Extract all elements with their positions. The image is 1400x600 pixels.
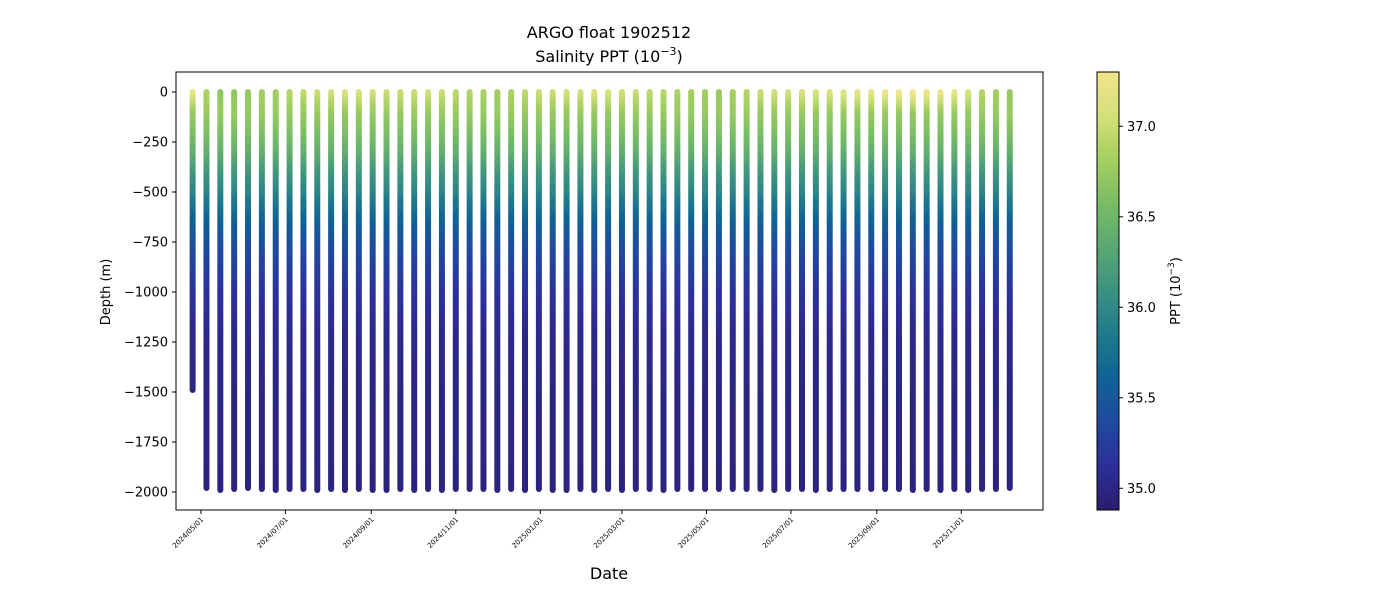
profile-top-point xyxy=(452,89,459,95)
profile-2024-09-22 xyxy=(397,89,404,492)
profile-2024-10-02 xyxy=(411,89,418,493)
chart-subtitle-exponent: −3 xyxy=(660,45,676,58)
profile-top-point xyxy=(258,89,265,95)
profile-2024-12-21 xyxy=(522,89,529,493)
profile-bottom-point xyxy=(369,487,376,493)
profile-top-point xyxy=(466,89,473,95)
profile-bottom-point xyxy=(425,486,432,492)
profile-bottom-point xyxy=(452,486,459,492)
profile-top-point xyxy=(425,89,432,95)
profile-bottom-point xyxy=(286,486,293,492)
profile-2024-07-04 xyxy=(286,89,293,492)
chart-subtitle-prefix: Salinity PPT (10 xyxy=(535,47,660,66)
profile-bottom-point xyxy=(411,487,418,493)
profile-2024-05-25 xyxy=(231,89,238,492)
profile-bottom-point xyxy=(217,487,224,493)
profile-top-point xyxy=(314,89,321,95)
profile-bottom-point xyxy=(508,486,515,492)
profile-top-point xyxy=(286,89,293,95)
chart-title: ARGO float 1902512 xyxy=(527,23,691,42)
profile-top-point xyxy=(341,89,348,95)
profile-bottom-point xyxy=(245,485,252,491)
profile-top-point xyxy=(300,89,307,95)
profile-top-point xyxy=(203,89,210,95)
profile-series xyxy=(189,89,1013,493)
profile-2024-08-13 xyxy=(341,89,348,493)
profile-top-point xyxy=(328,89,335,95)
profile-2024-06-04 xyxy=(245,89,252,491)
profile-2024-06-24 xyxy=(272,89,279,493)
profile-bottom-point xyxy=(300,486,307,492)
profile-top-point xyxy=(383,89,390,95)
profile-bottom-point xyxy=(341,487,348,493)
profile-2024-11-11 xyxy=(466,89,473,492)
profile-bottom-point xyxy=(203,485,210,491)
profile-top-point xyxy=(411,89,418,95)
profile-2024-09-12 xyxy=(383,89,390,493)
profile-2024-07-14 xyxy=(300,89,307,492)
profile-top-point xyxy=(231,89,238,95)
profile-2024-07-24 xyxy=(314,89,321,493)
profile-2024-11-01 xyxy=(452,89,459,492)
profile-2024-04-25 xyxy=(189,89,196,393)
profile-bottom-point xyxy=(466,486,473,492)
chart-subtitle: Salinity PPT (10−3) xyxy=(535,45,683,66)
profile-top-point xyxy=(272,89,279,95)
profile-top-point xyxy=(494,89,501,95)
profile-2024-06-14 xyxy=(258,89,265,492)
profile-top-point xyxy=(508,89,515,95)
profile-top-point xyxy=(369,89,376,95)
profile-2024-10-22 xyxy=(438,89,445,493)
profile-top-point xyxy=(438,89,445,95)
profile-bottom-point xyxy=(231,486,238,492)
profile-top-point xyxy=(355,89,362,95)
profile-bottom-point xyxy=(480,486,487,492)
profile-top-point xyxy=(245,89,252,95)
profile-bottom-point xyxy=(258,486,265,492)
profile-bottom-point xyxy=(355,486,362,492)
profile-bottom-point xyxy=(328,486,335,492)
profile-2024-05-05 xyxy=(203,89,210,491)
profile-2024-12-11 xyxy=(508,89,515,492)
profile-bottom-point xyxy=(314,487,321,493)
profile-2024-08-23 xyxy=(355,89,362,492)
profile-2024-09-02 xyxy=(369,89,376,493)
profile-bottom-point xyxy=(397,486,404,492)
profile-bottom-point xyxy=(272,487,279,493)
profile-2024-10-12 xyxy=(425,89,432,492)
chart-subtitle-suffix: ) xyxy=(677,47,683,66)
profile-2024-12-01 xyxy=(494,89,501,493)
profile-top-point xyxy=(189,89,196,95)
profile-bottom-point xyxy=(438,487,445,493)
profile-bottom-point xyxy=(383,487,390,493)
profile-bottom-point xyxy=(494,487,501,493)
profile-2024-08-03 xyxy=(328,89,335,492)
profile-2024-11-21 xyxy=(480,89,487,492)
profile-bottom-point xyxy=(189,387,196,393)
profile-top-point xyxy=(480,89,487,95)
profile-top-point xyxy=(217,89,224,95)
profile-top-point xyxy=(397,89,404,95)
profile-2024-05-15 xyxy=(217,89,224,493)
